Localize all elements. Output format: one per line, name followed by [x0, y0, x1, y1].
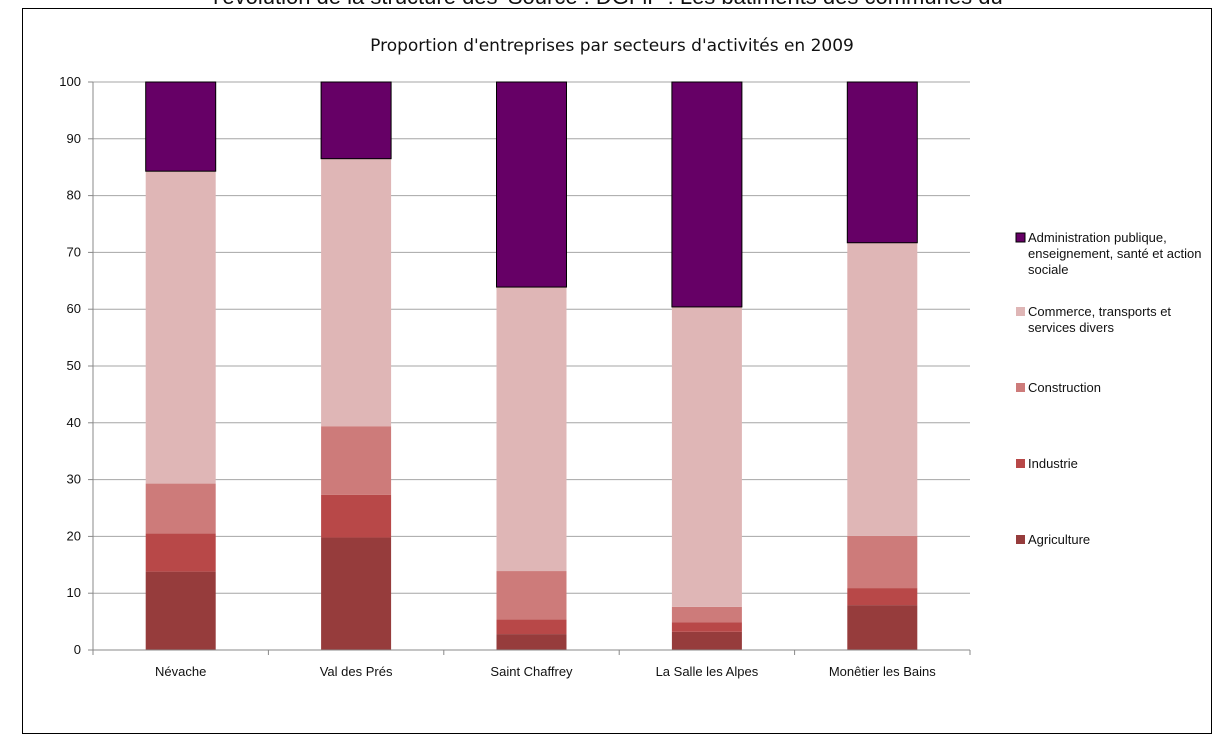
y-tick-label: 0 [74, 642, 81, 657]
y-tick-label: 100 [59, 74, 81, 89]
x-tick-label: Val des Prés [320, 664, 393, 679]
bars [145, 81, 918, 650]
bar-segment [145, 571, 216, 650]
bar-segment [671, 606, 742, 623]
bar-segment [847, 535, 918, 589]
y-tick-label: 40 [67, 415, 81, 430]
legend-label: Construction [1028, 380, 1101, 395]
bar-segment [847, 588, 918, 606]
legend-label: Commerce, transports et services divers [1028, 304, 1171, 335]
x-tick-label: La Salle les Alpes [656, 664, 759, 679]
bar-segment [320, 81, 392, 160]
legend: Administration publique, enseignement, sa… [1015, 230, 1201, 547]
x-axis: Névache Val des Prés Saint Chaffrey La Sall… [92, 649, 971, 679]
bar-segment [496, 634, 567, 650]
x-tick-label: Névache [155, 664, 206, 679]
bar-segment [321, 537, 392, 650]
bar-segment [145, 171, 216, 484]
bar-segment [145, 533, 216, 572]
bar-segment [671, 631, 742, 650]
bar-segment [321, 158, 392, 427]
y-tick-label: 70 [67, 244, 81, 259]
bar-segment [671, 306, 742, 607]
cropped-caption-text: l'évolution de la structure des 'Source … [0, 0, 1216, 10]
bar-segment [496, 571, 567, 620]
y-axis: 0 10 20 30 40 50 60 70 80 90 100 [59, 74, 94, 657]
y-tick-label: 60 [67, 301, 81, 316]
y-tick-label: 80 [67, 188, 81, 203]
legend-swatch [1016, 535, 1025, 544]
chart-title: Proportion d'entreprises par secteurs d'… [370, 36, 854, 56]
x-tick-label: Monêtier les Bains [829, 664, 936, 679]
legend-label: Agriculture [1028, 532, 1090, 547]
bar-segment [846, 81, 918, 244]
legend-swatch [1015, 232, 1026, 243]
bar-segment [847, 242, 918, 536]
legend-swatch [1016, 383, 1025, 392]
legend-label: Industrie [1028, 456, 1078, 471]
bar-segment [496, 619, 567, 635]
bar-segment [145, 81, 217, 172]
y-tick-label: 50 [67, 358, 81, 373]
x-tick-label: Saint Chaffrey [490, 664, 573, 679]
bar-segment [671, 81, 743, 308]
legend-label: Administration publique, enseignement, sa… [1028, 230, 1201, 277]
legend-swatch [1016, 307, 1025, 316]
bar-segment [496, 81, 567, 288]
y-tick-label: 30 [67, 472, 81, 487]
bar-segment [671, 622, 742, 632]
legend-swatch [1016, 459, 1025, 468]
bar-segment [847, 605, 918, 650]
bar-segment [145, 483, 216, 534]
bar-segment [321, 494, 392, 538]
chart-frame [22, 8, 1212, 734]
y-tick-label: 10 [67, 585, 81, 600]
y-tick-label: 90 [67, 131, 81, 146]
bar-segment [496, 287, 567, 572]
y-tick-label: 20 [67, 528, 81, 543]
bar-segment [321, 426, 392, 495]
